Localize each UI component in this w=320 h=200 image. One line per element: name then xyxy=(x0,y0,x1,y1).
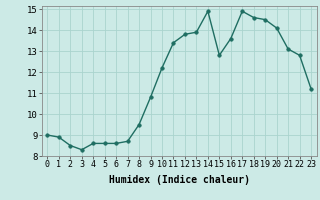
X-axis label: Humidex (Indice chaleur): Humidex (Indice chaleur) xyxy=(109,175,250,185)
